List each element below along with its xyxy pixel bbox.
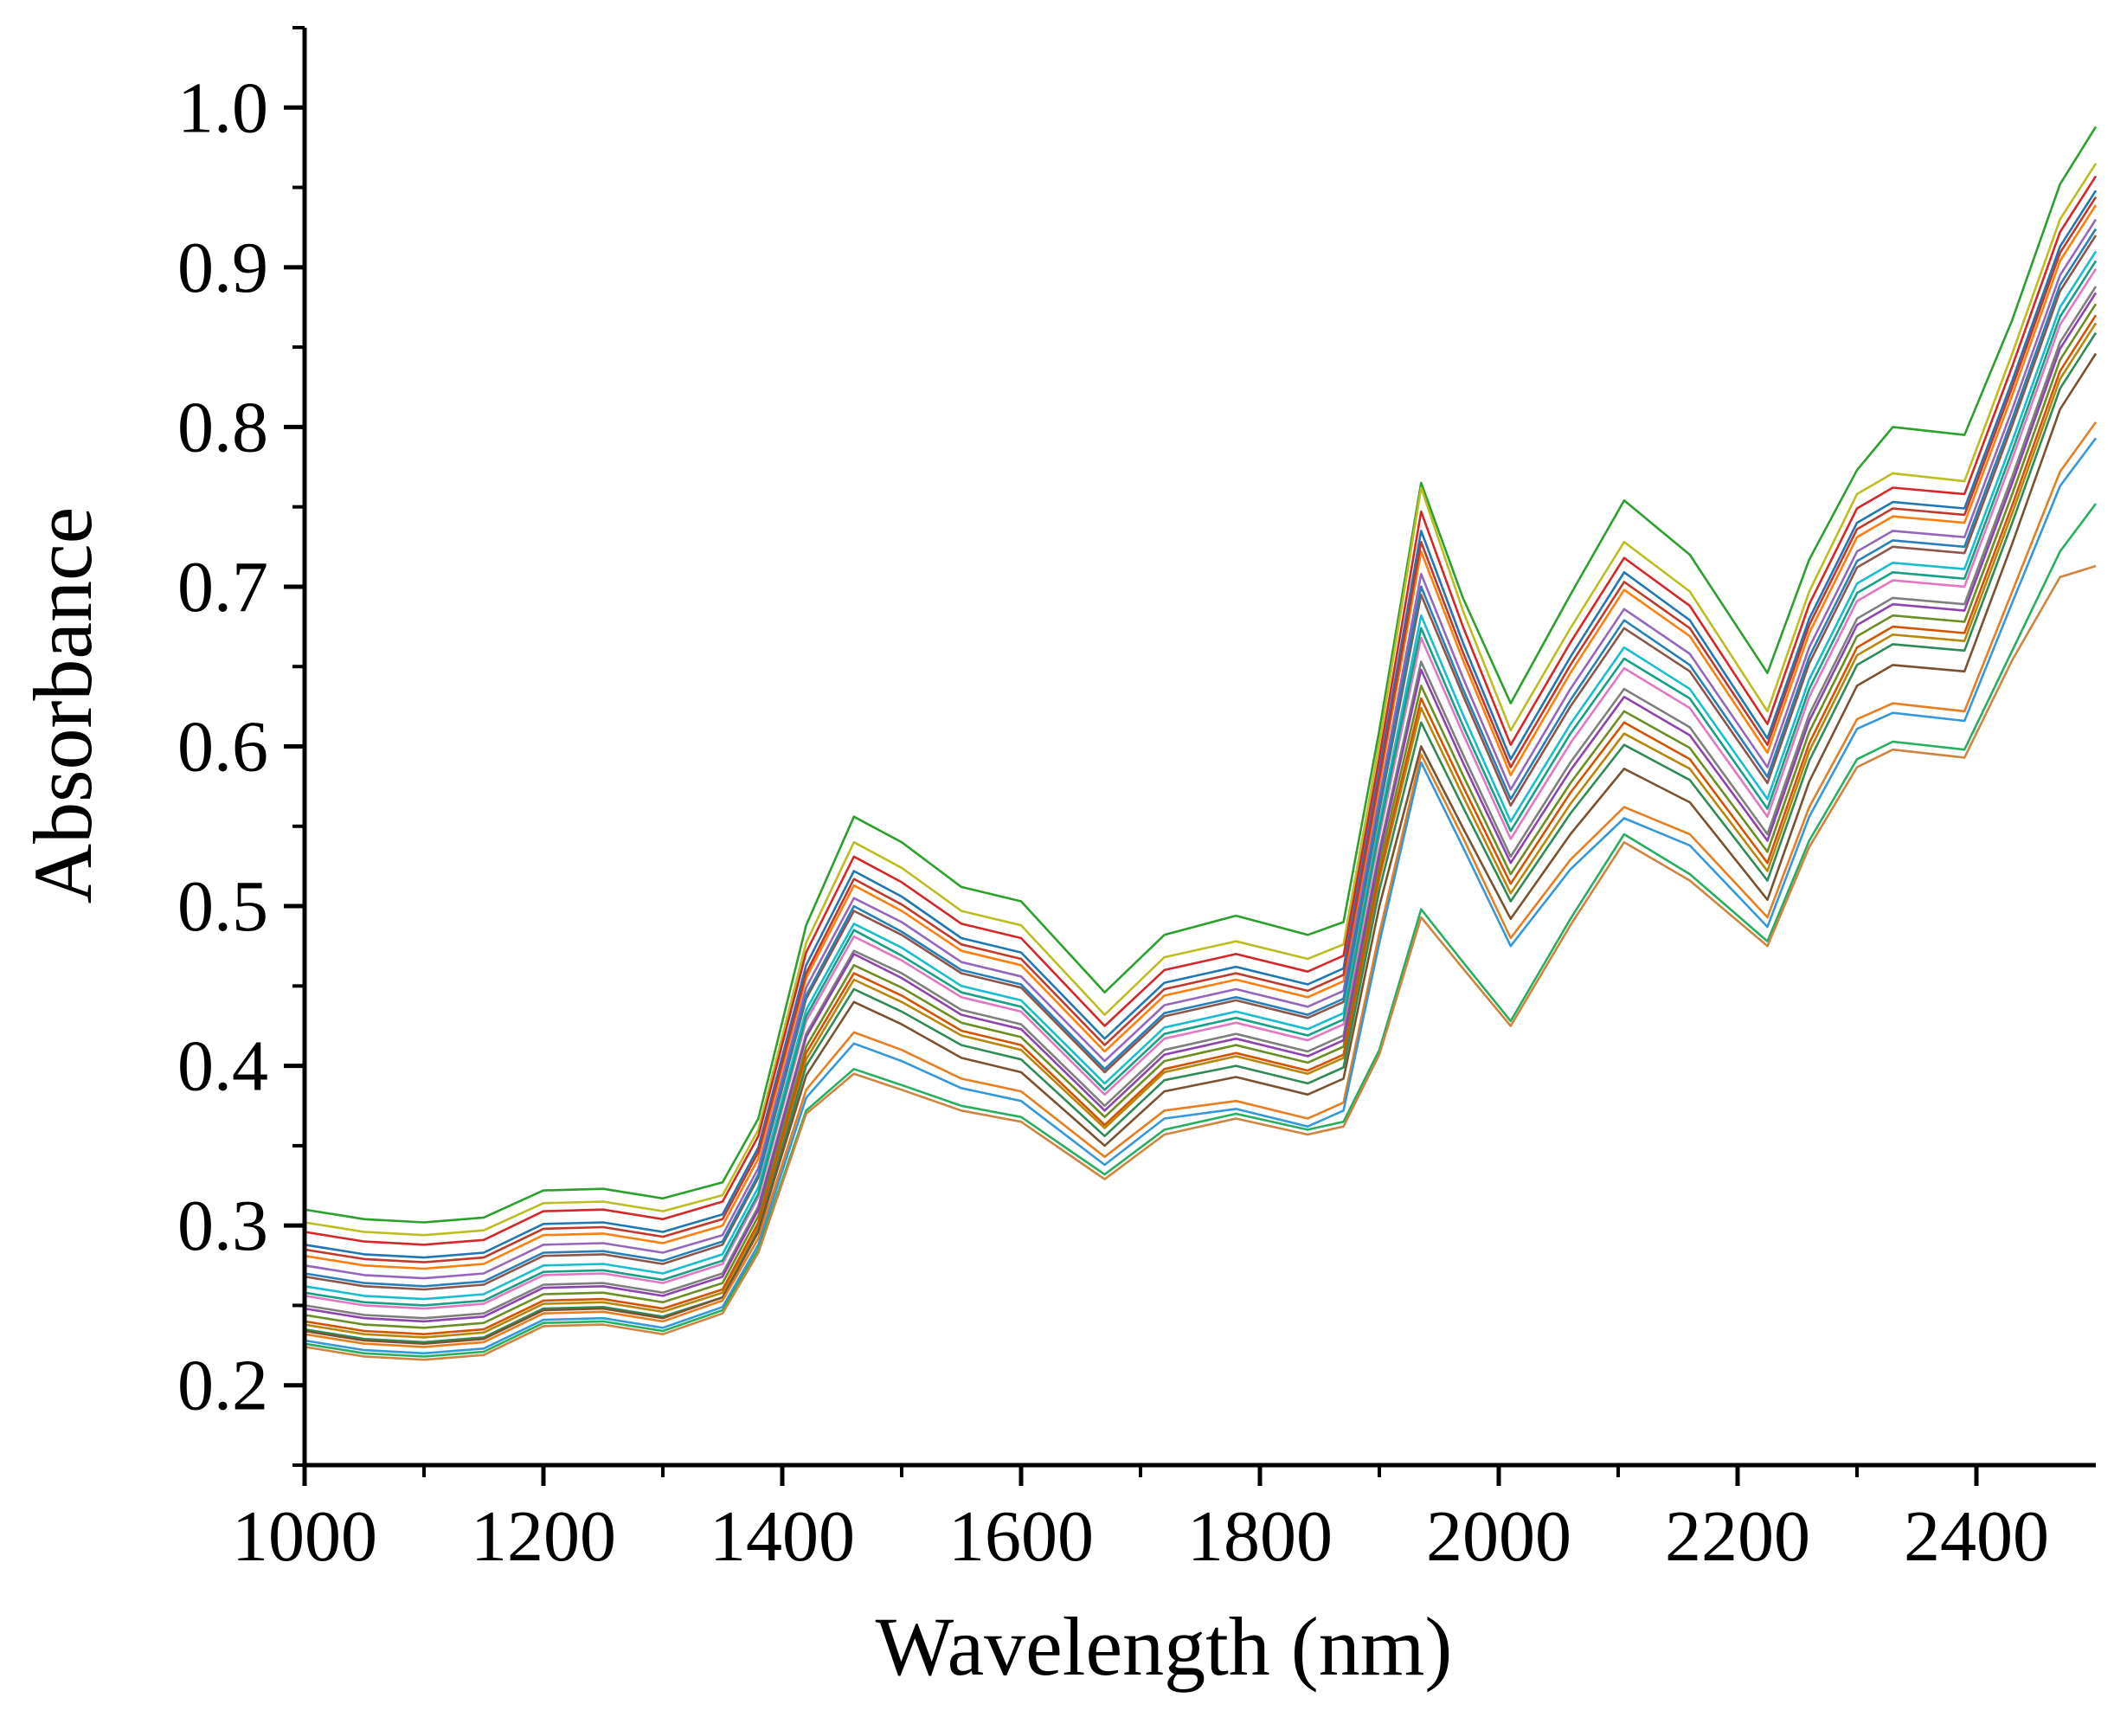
spectrum-line-22	[304, 503, 2098, 1358]
spectrum-line-23	[304, 564, 2097, 1361]
x-tick-label: 2200	[1665, 1496, 1810, 1577]
spectra-layer	[304, 125, 2098, 1361]
y-tick-label: 1.0	[177, 68, 268, 148]
spectrum-line-18	[304, 331, 2098, 1344]
spectrum-line-15	[304, 260, 2098, 1307]
spectrum-line-3	[304, 175, 2098, 1246]
y-tick-label: 0.7	[177, 547, 268, 627]
spectrum-line-9	[304, 267, 2098, 1310]
x-tick-label: 1600	[948, 1496, 1094, 1577]
spectrum-line-1	[304, 125, 2098, 1224]
y-axis-title: Absorbance	[16, 507, 109, 903]
tick-labels: 1000 1200 1400 1600 1800 2000 2200 2400 0.2 0.3 0.…	[177, 68, 2049, 1577]
y-tick-label: 0.2	[177, 1346, 268, 1426]
y-tick-label: 0.3	[177, 1186, 268, 1266]
spectrum-line-13	[304, 196, 2098, 1263]
x-tick-label: 2400	[1904, 1496, 2049, 1577]
y-tick-label: 0.9	[177, 228, 268, 308]
spectrum-line-12	[304, 322, 2098, 1339]
spectrum-line-8	[304, 250, 2098, 1301]
spectrum-line-5	[304, 204, 2098, 1270]
x-axis-title: Wavelength (nm)	[876, 1600, 1453, 1693]
spectrum-line-19	[304, 352, 2098, 1345]
y-tick-label: 0.8	[177, 387, 268, 467]
x-tick-label: 1200	[471, 1496, 616, 1577]
spectrum-line-17	[304, 314, 2098, 1335]
y-tick-label: 0.4	[177, 1026, 268, 1107]
spectrum-line-11	[304, 303, 2098, 1329]
x-tick-label: 1000	[232, 1496, 377, 1577]
y-tick-label: 0.5	[177, 866, 268, 947]
spectrum-line-2	[304, 163, 2098, 1237]
spectrum-line-10	[304, 286, 2098, 1320]
x-tick-label: 2000	[1426, 1496, 1571, 1577]
x-tick-label: 1800	[1187, 1496, 1333, 1577]
spectrum-line-21	[304, 437, 2098, 1355]
spectrum-line-14	[304, 228, 2098, 1288]
y-tick-label: 0.6	[177, 707, 268, 788]
spectrum-line-7	[304, 235, 2098, 1291]
x-tick-label: 1400	[710, 1496, 855, 1577]
axes-layer	[284, 26, 2096, 1486]
spectrum-line-6	[304, 218, 2098, 1280]
spectrum-line-20	[304, 421, 2098, 1348]
spectrum-line-4	[304, 190, 2098, 1259]
spectrum-line-16	[304, 292, 2098, 1323]
